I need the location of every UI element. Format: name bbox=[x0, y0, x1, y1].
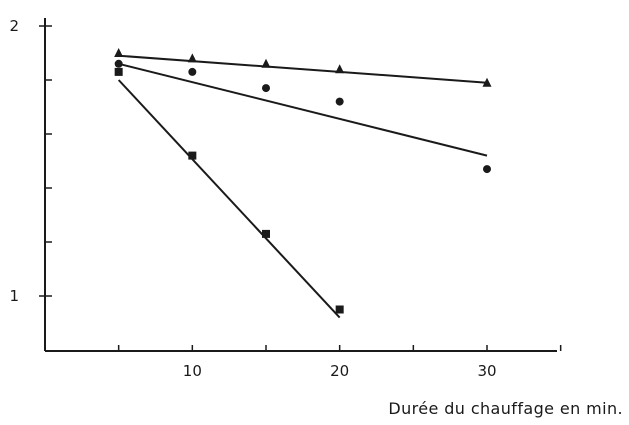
tick-labels: 10 20 30 1 2 bbox=[9, 17, 496, 380]
data-point-triangle bbox=[482, 77, 492, 87]
data-point-square bbox=[335, 305, 344, 314]
data-point-square bbox=[262, 229, 270, 238]
data-point-triangle bbox=[335, 64, 345, 74]
fit-line-triangle bbox=[118, 54, 488, 84]
data-point-circle bbox=[483, 165, 491, 174]
y-tick-label: 1 bbox=[9, 287, 19, 305]
x-axis-label: Durée du chauffage en min. bbox=[388, 399, 623, 418]
axes bbox=[39, 18, 562, 352]
x-tick-label: 10 bbox=[183, 362, 202, 380]
x-tick-label: 20 bbox=[330, 362, 349, 380]
fit-lines bbox=[117, 54, 488, 319]
data-points bbox=[114, 48, 492, 314]
y-tick-label: 2 bbox=[9, 17, 19, 35]
fit-line-circle bbox=[118, 62, 488, 157]
data-point-square bbox=[188, 151, 197, 160]
data-point-triangle bbox=[261, 58, 271, 68]
data-point-triangle bbox=[187, 53, 197, 63]
data-point-circle bbox=[262, 84, 270, 93]
x-tick-label: 30 bbox=[477, 362, 496, 380]
data-point-triangle bbox=[114, 48, 124, 57]
data-point-circle bbox=[188, 67, 197, 76]
data-point-square bbox=[114, 67, 123, 76]
data-point-circle bbox=[114, 59, 123, 68]
data-point-circle bbox=[335, 97, 344, 106]
fit-line-square bbox=[117, 79, 341, 319]
